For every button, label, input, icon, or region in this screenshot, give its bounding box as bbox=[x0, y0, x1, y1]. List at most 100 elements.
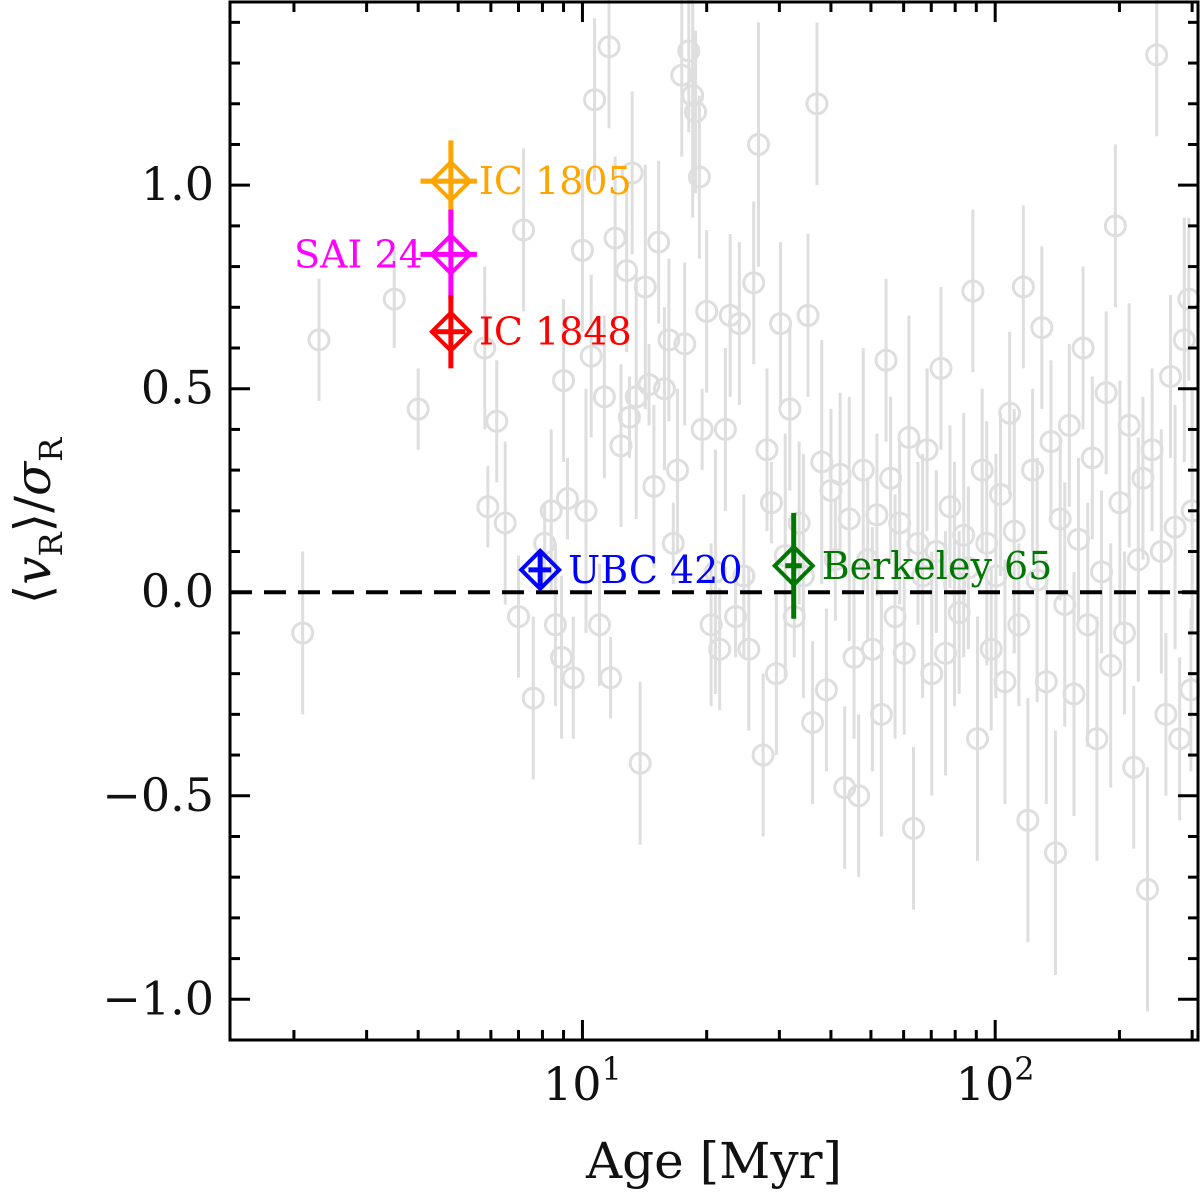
data-point bbox=[583, 18, 607, 182]
point-marker bbox=[574, 499, 598, 523]
x-tick-label: 102 bbox=[956, 1050, 1035, 1111]
axis-ticks bbox=[230, 2, 1198, 1042]
data-point bbox=[837, 396, 861, 642]
point-marker bbox=[512, 218, 536, 242]
data-point bbox=[609, 364, 633, 528]
point-marker bbox=[920, 662, 944, 686]
point-marker bbox=[561, 666, 585, 690]
point-marker bbox=[1002, 519, 1026, 543]
data-point bbox=[737, 567, 761, 731]
data-point bbox=[1136, 767, 1160, 1012]
data-point bbox=[1163, 404, 1187, 650]
point-marker bbox=[570, 238, 594, 262]
highlight-berkeley-65: Berkeley 65 bbox=[771, 512, 1052, 619]
data-point bbox=[637, 343, 661, 426]
point-marker bbox=[892, 641, 916, 665]
data-point bbox=[1112, 551, 1136, 715]
point-marker bbox=[778, 397, 802, 421]
point-marker bbox=[628, 751, 652, 775]
data-point bbox=[521, 616, 545, 780]
data-point bbox=[1140, 368, 1164, 532]
point-marker bbox=[952, 523, 976, 547]
data-point bbox=[801, 641, 825, 804]
point-marker bbox=[1007, 613, 1031, 637]
data-point bbox=[687, 95, 711, 259]
data-point bbox=[1122, 685, 1146, 849]
point-marker bbox=[603, 226, 627, 250]
data-point bbox=[902, 746, 926, 910]
data-point bbox=[993, 559, 1017, 804]
data-point bbox=[291, 551, 315, 715]
data-point bbox=[970, 388, 994, 552]
point-marker bbox=[1080, 446, 1104, 470]
data-point bbox=[1034, 559, 1058, 804]
data-point bbox=[485, 360, 509, 483]
point-marker bbox=[543, 613, 567, 637]
point-marker bbox=[1071, 336, 1095, 360]
data-point bbox=[1048, 437, 1072, 601]
point-marker bbox=[493, 511, 517, 535]
point-marker bbox=[965, 727, 989, 751]
data-point bbox=[865, 433, 889, 597]
data-point bbox=[628, 681, 652, 845]
point-marker bbox=[713, 417, 737, 441]
x-axis-label: Age [Myr] bbox=[585, 1132, 842, 1190]
point-marker bbox=[620, 161, 644, 185]
point-marker bbox=[746, 132, 770, 156]
point-marker bbox=[1048, 507, 1072, 531]
data-point bbox=[961, 209, 985, 373]
highlight-ic-1848: IC 1848 bbox=[429, 295, 632, 369]
point-marker bbox=[703, 560, 727, 584]
data-point bbox=[892, 571, 916, 735]
point-marker bbox=[1094, 381, 1118, 405]
data-point bbox=[543, 543, 567, 707]
data-point bbox=[732, 494, 756, 658]
point-marker bbox=[657, 328, 681, 352]
point-marker bbox=[1057, 413, 1081, 437]
data-point bbox=[828, 392, 852, 556]
point-marker bbox=[592, 385, 616, 409]
point-marker bbox=[961, 279, 985, 303]
data-point bbox=[603, 156, 627, 320]
point-marker bbox=[847, 784, 871, 808]
data-point bbox=[796, 234, 820, 397]
point-marker bbox=[1126, 548, 1150, 572]
data-point bbox=[555, 457, 579, 540]
highlighted-clusters-layer: IC 1805 SAI 24 IC 1848 UBC 420 Berkeley 65 bbox=[294, 140, 1052, 619]
data-point bbox=[1039, 360, 1063, 524]
point-marker bbox=[869, 702, 893, 726]
data-point bbox=[1007, 543, 1031, 707]
data-point bbox=[1172, 217, 1196, 462]
point-marker bbox=[690, 417, 714, 441]
data-point bbox=[1099, 543, 1123, 788]
point-marker bbox=[742, 271, 766, 295]
point-marker bbox=[732, 564, 756, 588]
data-point bbox=[579, 274, 603, 438]
highlight-sai-24: SAI 24 bbox=[294, 209, 477, 300]
highlight-label: IC 1805 bbox=[479, 159, 632, 203]
background-points-layer bbox=[291, 0, 1200, 1012]
highlight-label: SAI 24 bbox=[294, 232, 423, 276]
data-point bbox=[751, 673, 775, 837]
data-point bbox=[1094, 311, 1118, 475]
point-marker bbox=[823, 548, 847, 572]
point-marker bbox=[609, 434, 633, 458]
highlight-label: UBC 420 bbox=[568, 548, 742, 592]
data-point bbox=[681, 0, 705, 218]
data-point bbox=[657, 258, 681, 422]
point-marker bbox=[897, 426, 921, 450]
point-marker bbox=[874, 348, 898, 372]
data-point bbox=[1154, 632, 1178, 796]
point-marker bbox=[755, 438, 779, 462]
point-marker bbox=[851, 458, 875, 482]
point-marker bbox=[1145, 43, 1169, 67]
data-point bbox=[673, 262, 697, 426]
point-marker bbox=[993, 670, 1017, 694]
data-point bbox=[1030, 246, 1054, 410]
data-point bbox=[769, 242, 793, 405]
data-point bbox=[1071, 266, 1095, 430]
point-marker bbox=[814, 678, 838, 702]
point-marker bbox=[1158, 364, 1182, 388]
data-point bbox=[1044, 730, 1068, 975]
